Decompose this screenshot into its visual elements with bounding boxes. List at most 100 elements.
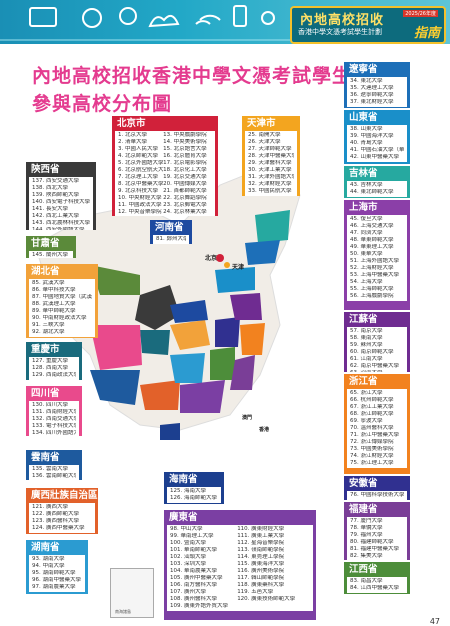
university-list: 130. 四川大學 131. 西南財經大學 132. 西南交通大學 133. 電子科技… xyxy=(29,401,79,436)
region-anhui xyxy=(215,317,240,347)
university-list: 85. 武漢大學 86. 華中科技大學 87. 中國地質大學（武漢） 88. 武漢理工… xyxy=(29,279,95,337)
region-hainan xyxy=(160,423,180,440)
region-guangdong xyxy=(180,380,225,413)
region-jiangxi xyxy=(210,347,235,380)
university-list: 121. 廣西大學 122. 廣西師範大學 123. 廣西醫科大學 124. 廣西中醫… xyxy=(29,503,95,533)
university-item: 85. 武漢大學 xyxy=(32,280,65,286)
box-shandong: 山東省 38. 山東大學 39. 中國海洋大學 40. 青島大學 41. 中國石油大學（… xyxy=(344,110,410,164)
box-tianjin: 天津市 25. 南開大學 26. 天津大學 27. 天津師範大學 28. 天津中醫藥大學… xyxy=(242,116,300,196)
university-item: 66. 杭州師範大學 xyxy=(350,397,394,403)
university-item: 121. 廣西大學 xyxy=(32,504,68,510)
university-item: 122. 廣西師範大學 xyxy=(32,511,79,517)
university-item: 109. 廣東外語外貿大學 xyxy=(170,603,228,609)
university-item: 82. 集美大學 xyxy=(350,553,383,559)
university-item: 103. 深圳大學 xyxy=(170,561,206,567)
university-item: 80. 福建師範大學 xyxy=(350,539,394,545)
university-item: 20. 中國傳媒大學 xyxy=(163,181,207,187)
beijing-marker xyxy=(216,254,224,262)
box-beijing: 北京市 1. 北京大學 2. 清華大學 3. 中國人民大學 4. 北京師範大學 5. 北京… xyxy=(112,116,218,216)
university-item: 72. 浙江傳媒學院 xyxy=(350,439,394,445)
university-item: 61. 江南大學 xyxy=(350,356,383,362)
box-shaanxi: 陝西省 137. 西安交通大學 138. 西北大學 139. 陝西師範大學 140. 西… xyxy=(26,162,96,230)
university-item: 22. 北京舞蹈學院 xyxy=(163,195,207,201)
box-jiangxi: 江西省 83. 南昌大學 84. 江西中醫藥大學 xyxy=(344,562,410,594)
university-item: 55. 上海師範大學 xyxy=(350,286,394,292)
university-item: 141. 長安大學 xyxy=(32,206,68,212)
university-item: 104. 華南農業大學 xyxy=(170,568,217,574)
region-henan xyxy=(170,300,208,323)
page-number: 47 xyxy=(429,617,440,626)
university-column: 34. 東北大學 35. 大連理工大學 36. 遼寧師範大學 37. 東北財經大學 xyxy=(350,78,404,106)
university-item: 18. 北京化工大學 xyxy=(163,167,207,173)
wifi-icon xyxy=(195,14,221,25)
university-item: 114. 東莞理工學院 xyxy=(237,554,285,560)
university-item: 110. 廣東財經大學 xyxy=(237,526,285,532)
university-item: 33. 中國民航大學 xyxy=(248,188,292,194)
university-column: 1. 北京大學 2. 清華大學 3. 中國人民大學 4. 北京師範大學 5. 北京外國語… xyxy=(118,132,163,216)
province-name: 廣西壯族自治區 xyxy=(31,490,98,501)
university-column: 76. 中國科學技術大學 xyxy=(350,492,404,499)
province-name: 甘肅省 xyxy=(31,238,60,249)
province-name: 重慶市 xyxy=(31,344,60,355)
university-item: 81. 福建中醫藥大學 xyxy=(350,546,399,552)
province-name: 福建省 xyxy=(349,504,378,515)
province-name: 廣東省 xyxy=(169,512,198,523)
university-item: 10. 中央財經大學 xyxy=(118,195,162,201)
university-item: 8. 北京中醫藥大學 xyxy=(118,181,164,187)
university-item: 48. 華東師範大學 xyxy=(350,237,394,243)
box-chongqing: 重慶市 127. 重慶大學 128. 西南大學 129. 西南政法大學 xyxy=(26,342,82,380)
university-item: 63. 河海大學 xyxy=(350,370,404,372)
university-item: 42. 山東中醫藥大學 xyxy=(350,154,399,160)
university-item: 53. 上海中醫藥大學 xyxy=(350,272,399,278)
university-item: 94. 中南大學 xyxy=(32,563,65,569)
university-item: 142. 西北工業大學 xyxy=(32,213,79,219)
university-item: 47. 同濟大學 xyxy=(350,230,383,236)
box-anhui: 安徽省 76. 中國科學技術大學 xyxy=(344,476,410,500)
university-list: 57. 南京大學 58. 東南大學 59. 蘇州大學 60. 南京師範大學 61. 江南… xyxy=(347,327,407,372)
page-title: 內地高校招收香港中學文憑考試學生計劃 參與高校分布圖 xyxy=(32,62,392,118)
box-guangdong: 廣東省 98. 中山大學 99. 華南理工大學 100. 暨南大學 101. 華南師範大… xyxy=(164,510,316,620)
university-list: 43. 吉林大學 44. 東北師範大學 xyxy=(347,181,407,197)
province-name: 四川省 xyxy=(31,388,60,399)
university-item: 35. 大連理工大學 xyxy=(350,85,394,91)
university-item: 9. 北京科技大學 xyxy=(118,188,158,194)
label-macau: 澳門 xyxy=(242,415,253,421)
university-item: 138. 西北大學 xyxy=(32,185,68,191)
university-column: 127. 重慶大學 128. 西南大學 129. 西南政法大學 xyxy=(32,358,76,379)
university-item: 71. 浙江中醫藥大學 xyxy=(350,432,399,438)
university-item: 37. 東北財經大學 xyxy=(350,99,394,105)
university-column: 57. 南京大學 58. 東南大學 59. 蘇州大學 60. 南京師範大學 61. 江南… xyxy=(350,328,404,372)
box-henan: 河南省 81. 鄭州大學 xyxy=(150,220,192,244)
university-item: 127. 重慶大學 xyxy=(32,358,68,364)
province-name: 山東省 xyxy=(349,112,378,123)
university-item: 117. 韓山師範學院 xyxy=(237,575,285,581)
university-item: 39. 中國海洋大學 xyxy=(350,133,394,139)
university-item: 54. 上海大學 xyxy=(350,279,383,285)
university-item: 113. 嶺南師範學院 xyxy=(237,547,285,553)
university-item: 2. 清華大學 xyxy=(118,139,147,145)
university-column: 93. 湖南大學 94. 中南大學 95. 湖南師範大學 96. 湖南中醫藥大學 97.… xyxy=(32,556,82,591)
university-item: 86. 華中科技大學 xyxy=(32,287,76,293)
university-list: 98. 中山大學 99. 華南理工大學 100. 暨南大學 101. 華南師範大學 10… xyxy=(167,525,313,611)
province-name: 天津市 xyxy=(247,118,276,129)
university-item: 6. 北京航空航天大學 xyxy=(118,167,164,173)
region-shaanxi xyxy=(135,285,180,330)
university-item: 81. 鄭州大學 xyxy=(156,236,186,242)
university-item: 87. 中國地質大學（武漢） xyxy=(32,294,92,300)
university-item: 58. 東南大學 xyxy=(350,335,383,341)
box-jilin: 吉林省 43. 吉林大學 44. 東北師範大學 xyxy=(344,166,410,198)
university-item: 92. 湖北大學 xyxy=(32,329,65,335)
university-item: 112. 星海音樂學院 xyxy=(237,540,285,546)
university-item: 69. 寧波大學 xyxy=(350,418,383,424)
university-item: 60. 南京師範大學 xyxy=(350,349,394,355)
university-list: 34. 東北大學 35. 大連理工大學 36. 遼寧師範大學 37. 東北財經大學 xyxy=(347,77,407,107)
university-item: 115. 廣東海洋大學 xyxy=(237,561,285,567)
region-hunan xyxy=(170,353,205,383)
university-column: 45. 復旦大學 46. 上海交通大學 47. 同濟大學 48. 華東師範大學 49. … xyxy=(350,216,404,300)
university-list: 135. 雲南大學 136. 雲南師範大學 xyxy=(29,465,79,480)
university-item: 38. 山東大學 xyxy=(350,126,383,132)
university-item: 43. 吉林大學 xyxy=(350,182,383,188)
university-item: 76. 中國科學技術大學 xyxy=(350,492,404,498)
province-name: 安徽省 xyxy=(349,478,378,489)
university-item: 13. 中央戲劇學院 xyxy=(163,132,207,138)
